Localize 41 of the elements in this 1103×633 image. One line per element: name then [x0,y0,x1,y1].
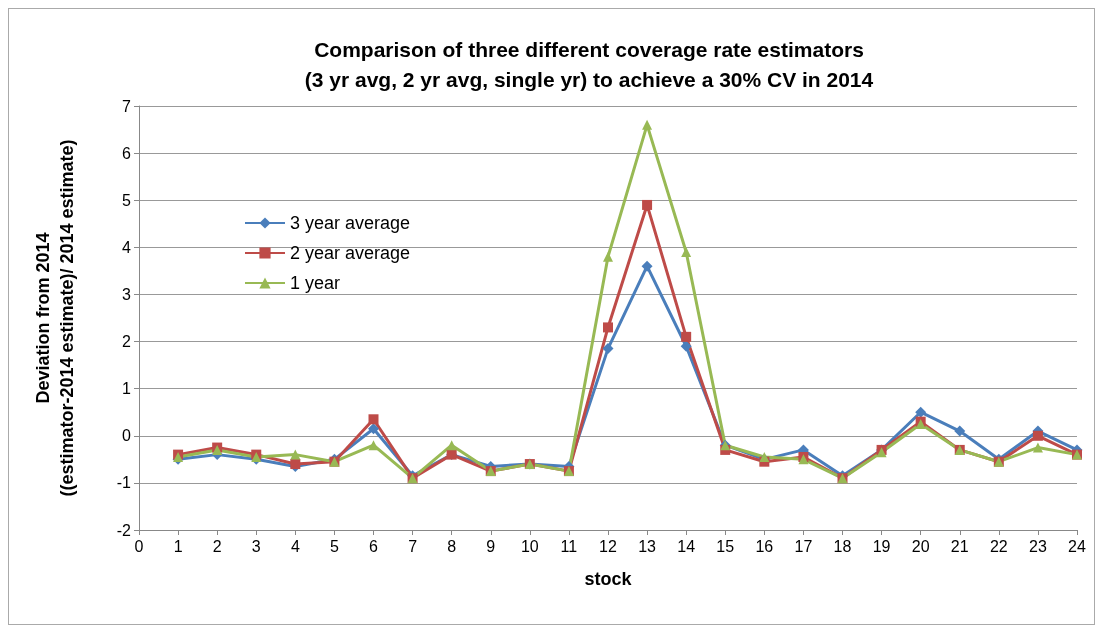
x-tick-label: 10 [520,537,539,555]
x-tick-label: 18 [833,537,852,555]
x-axis-title: stock [584,569,633,589]
x-tick-label: 0 [134,537,144,555]
legend-label: 1 year [290,273,341,293]
y-tick-label: 5 [122,191,132,209]
x-tick-label: 2 [212,537,222,555]
x-tick-label: 11 [560,537,578,555]
chart-title: Comparison of three different coverage rate estimators (3 yr avg, 2 yr avg, single yr) to achieve a 30% CV in 2014 [304,37,874,91]
x-tick-label: 6 [369,537,379,555]
x-tick-label: 16 [755,537,774,555]
x-tick-label: 8 [447,537,457,555]
y-tick-label: 4 [122,238,132,256]
x-tick-label: 24 [1068,537,1086,555]
y-tick-label: 7 [122,97,132,115]
x-tick-label: 1 [173,537,183,555]
x-tick-label: 23 [1029,537,1047,555]
y-tick-label: 0 [122,427,132,445]
x-tick-label: 17 [794,537,813,555]
x-tick-label: 20 [911,537,930,555]
y-tick-label: -2 [116,521,132,539]
x-tick-label: 13 [638,537,657,555]
x-tick-label: 3 [251,537,261,555]
x-tick-label: 12 [599,537,617,555]
y-tick-label: 2 [122,333,132,351]
x-tick-label: 4 [290,537,300,555]
x-tick-label: 7 [408,537,418,555]
y-axis-title: Deviation from 2014 ((estimator-2014 estimate)/ 2014 estimate) [33,139,77,497]
legend-label: 3 year average [290,213,411,233]
y-tick-label: 6 [122,144,132,162]
x-tick-label: 9 [486,537,496,555]
x-tick-label: 5 [329,537,339,555]
y-tick-label: 1 [122,380,132,398]
legend-label: 2 year average [290,243,411,263]
x-tick-label: 21 [950,537,969,555]
x-tick-label: 19 [872,537,891,555]
x-tick-label: 14 [677,537,696,555]
x-tick-label: 22 [989,537,1008,555]
x-tick-label: 15 [716,537,735,555]
y-tick-label: 3 [122,285,132,303]
y-tick-label: -1 [116,474,132,492]
